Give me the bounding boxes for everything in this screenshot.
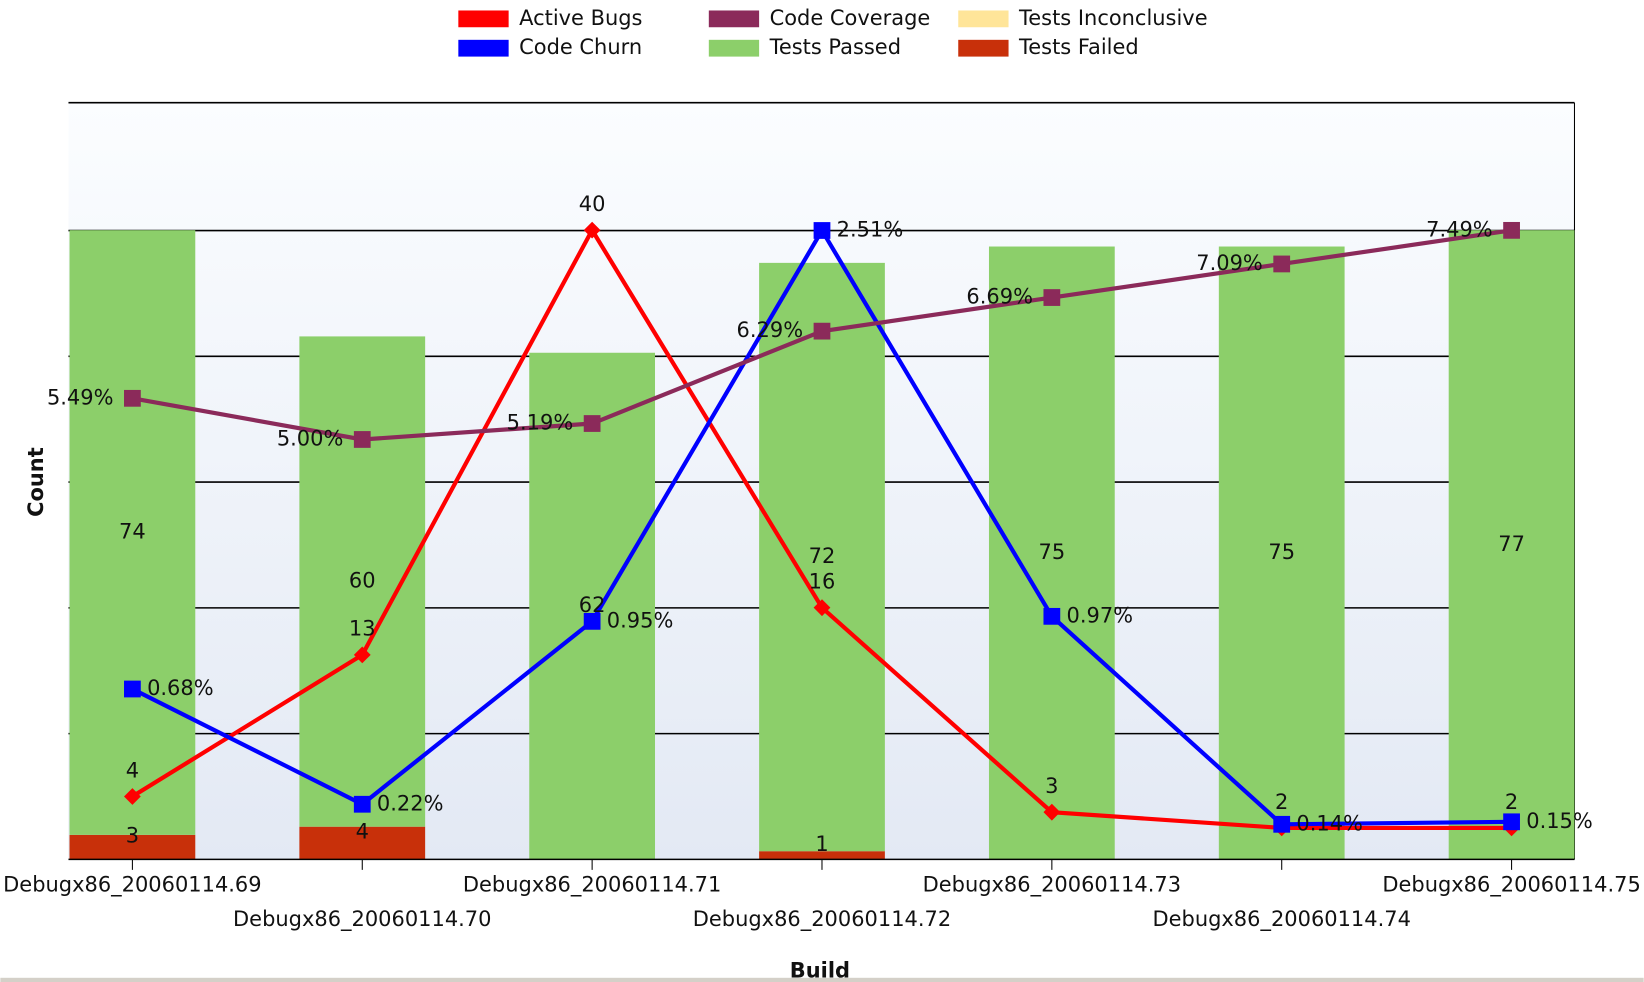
x-tick-label: Debugx86_20060114.70 — [233, 907, 491, 932]
marker — [1273, 815, 1291, 833]
marker — [1043, 607, 1061, 625]
bar — [759, 262, 885, 852]
data-label: 7.09% — [1196, 251, 1263, 275]
legend-swatch — [958, 39, 1009, 57]
bar-value-label: 60 — [349, 569, 376, 593]
marker — [583, 221, 601, 239]
labels: Debugx86_20060114.69 Debugx86_20060114.70… — [3, 192, 1641, 932]
data-label: 5.19% — [507, 411, 574, 435]
marker — [813, 322, 831, 340]
data-label: 40 — [579, 192, 606, 216]
bar-value-label: 1 — [815, 832, 828, 856]
bar-value-label: 3 — [126, 824, 139, 848]
data-label: 0.15% — [1526, 809, 1593, 833]
marker — [1043, 803, 1061, 821]
x-tick-label: Debugx86_20060114.75 — [1382, 873, 1640, 898]
bars — [69, 230, 1575, 860]
marker — [813, 222, 831, 239]
data-label: 6.69% — [966, 285, 1033, 309]
data-label: 0.95% — [607, 608, 674, 632]
legend-swatch — [458, 39, 509, 57]
bar — [1218, 246, 1345, 860]
data-label: 5.00% — [277, 426, 344, 450]
x-tick-label: Debugx86_20060114.71 — [463, 873, 721, 898]
marker — [353, 431, 371, 448]
legend-label: Tests Inconclusive — [1018, 6, 1208, 30]
bar-value-label: 75 — [1268, 540, 1295, 564]
marker — [124, 389, 141, 407]
data-label: 2 — [1505, 790, 1518, 814]
data-label: 6.29% — [737, 318, 804, 342]
data-label: 0.14% — [1296, 811, 1363, 835]
legend: Active Bugs Code Churn Code Coverage Tests … — [458, 6, 1208, 59]
data-label: 4 — [126, 758, 139, 782]
y-axis-title: Count — [24, 447, 48, 517]
data-label: 16 — [809, 570, 836, 594]
x-tick-label: Debugx86_20060114.72 — [693, 907, 951, 932]
x-tick-label: Debugx86_20060114.74 — [1153, 907, 1411, 932]
legend-label: Active Bugs — [519, 6, 642, 30]
bar — [69, 834, 196, 860]
bar — [299, 826, 426, 860]
data-label: 0.68% — [147, 676, 214, 700]
legend-label: Tests Passed — [769, 35, 901, 59]
legend-swatch — [458, 10, 509, 28]
x-axis-title: Build — [790, 959, 850, 982]
marker — [583, 612, 601, 630]
bar — [988, 246, 1115, 860]
data-label: 13 — [349, 617, 376, 641]
bar-value-label: 75 — [1039, 540, 1066, 564]
data-label: 2.51% — [837, 217, 904, 241]
marker — [1503, 813, 1520, 831]
bar-value-label: 4 — [356, 820, 369, 844]
bar-value-label: 74 — [119, 520, 146, 544]
marker — [124, 680, 141, 698]
data-label: 7.49% — [1426, 217, 1493, 241]
legend-swatch — [708, 10, 760, 28]
x-tick-label: Debugx86_20060114.73 — [923, 873, 1181, 898]
bar — [1448, 230, 1575, 860]
bar — [529, 352, 656, 860]
bar-value-label: 77 — [1498, 532, 1525, 556]
data-label: 2 — [1275, 790, 1288, 814]
marker — [1043, 289, 1061, 306]
legend-label: Code Coverage — [770, 6, 931, 30]
marker — [353, 795, 371, 813]
data-label: 3 — [1045, 774, 1058, 798]
bar-value-label: 72 — [809, 544, 836, 568]
legend-swatch — [958, 10, 1009, 28]
marker — [1273, 255, 1291, 273]
bar-value-label: 62 — [579, 593, 606, 617]
lines — [124, 221, 1520, 837]
marker — [583, 415, 601, 432]
marker — [1503, 221, 1520, 239]
data-label: 0.22% — [377, 791, 444, 815]
legend-swatch — [708, 39, 760, 57]
legend-label: Code Churn — [519, 35, 642, 59]
marker — [124, 788, 141, 805]
x-tick-label: Debugx86_20060114.69 — [3, 873, 261, 898]
bar — [759, 851, 885, 860]
window-edge — [0, 977, 1644, 982]
data-label: 5.49% — [47, 385, 114, 409]
legend-label: Tests Failed — [1018, 35, 1139, 59]
bar — [69, 230, 196, 835]
data-label: 0.97% — [1067, 603, 1134, 627]
